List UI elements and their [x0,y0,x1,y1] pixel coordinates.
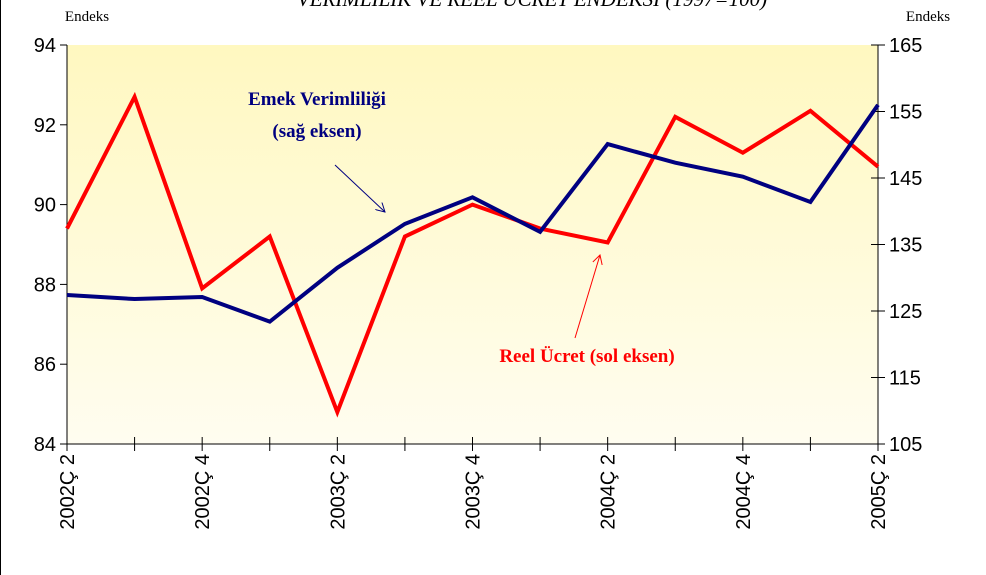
y2-tick-label: 115 [889,368,921,390]
x-tick-label: 2003Ç 2 [327,454,349,530]
y2-tick-label: 165 [889,35,922,57]
y-axis-label: Endeks [65,9,109,25]
y-tick-label: 90 [34,195,56,217]
y2-tick-label: 135 [889,235,922,257]
x-tick-label: 2003Ç 4 [463,454,485,530]
x-tick-label: 2004Ç 2 [598,454,620,530]
y-tick-label: 92 [34,115,56,137]
y-tick-label: 88 [34,274,56,296]
y-tick-label: 94 [34,35,56,57]
y2-tick-label: 125 [889,301,922,323]
y2-tick-label: 145 [889,168,922,190]
annotation: Reel Ücret (sol eksen) [499,346,674,367]
y2-axis-label: Endeks [906,9,950,25]
y-tick-label: 84 [34,434,56,456]
x-tick-label: 2004Ç 4 [733,454,755,530]
y-tick-label: 86 [34,354,56,376]
annotation: (sağ eksen) [272,121,361,142]
x-tick-label: 2005Ç 2 [868,454,890,530]
series-line [65,91,880,418]
y2-tick-label: 155 [889,102,922,124]
annotation-arrow [334,164,385,212]
x-tick-label: 2002Ç 2 [57,454,79,530]
chart-title: VERİMLİLİK VE REEL ÜCRET ENDEKSİ (1997=1… [297,0,767,11]
series-line [66,103,880,324]
plot-area [67,45,878,444]
y2-tick-label: 105 [889,434,922,456]
annotation: Emek Verimliliği [248,89,386,110]
annotation-arrow [574,255,600,339]
x-tick-label: 2002Ç 4 [192,454,214,530]
